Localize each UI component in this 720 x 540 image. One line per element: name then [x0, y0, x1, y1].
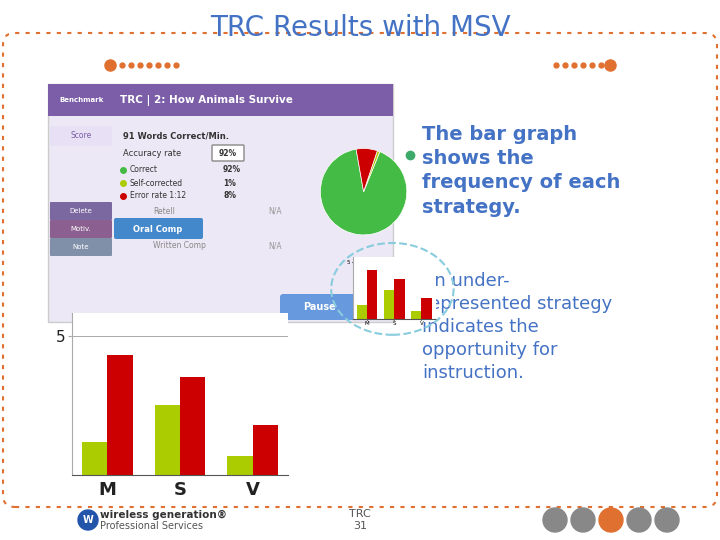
Text: Motiv.: Motiv.: [71, 226, 91, 232]
Text: TRC | 2: How Animals Survive: TRC | 2: How Animals Survive: [120, 94, 293, 105]
Circle shape: [78, 510, 98, 530]
FancyBboxPatch shape: [48, 84, 393, 322]
Wedge shape: [356, 148, 377, 192]
Text: Correct: Correct: [130, 165, 158, 174]
Text: Score: Score: [71, 132, 91, 140]
Text: Written Comp: Written Comp: [153, 241, 206, 251]
Bar: [356, 305, 367, 319]
FancyBboxPatch shape: [212, 145, 244, 161]
Bar: [395, 279, 405, 319]
Circle shape: [599, 508, 623, 532]
Bar: [82, 442, 107, 475]
Text: Error rate 1:12: Error rate 1:12: [130, 192, 186, 200]
Circle shape: [543, 508, 567, 532]
Text: TRC Results with MSV: TRC Results with MSV: [210, 14, 510, 42]
Text: N/A: N/A: [268, 241, 282, 251]
FancyBboxPatch shape: [50, 126, 112, 146]
FancyBboxPatch shape: [114, 218, 203, 239]
Text: wireless generation®: wireless generation®: [100, 510, 227, 520]
Bar: [155, 406, 180, 475]
FancyBboxPatch shape: [50, 238, 112, 256]
Bar: [384, 291, 395, 319]
Bar: [421, 298, 432, 319]
Bar: [180, 377, 205, 475]
Text: 92%: 92%: [223, 165, 241, 174]
Text: Retell: Retell: [153, 206, 175, 215]
Bar: [228, 456, 253, 475]
Text: 91 Words Correct/Min.: 91 Words Correct/Min.: [123, 132, 229, 140]
Text: Self-corrected: Self-corrected: [130, 179, 183, 187]
Text: TRC
31: TRC 31: [349, 509, 371, 531]
Circle shape: [627, 508, 651, 532]
Text: 1%: 1%: [223, 179, 236, 187]
Text: The bar graph
shows the
frequency of each
strategy.: The bar graph shows the frequency of eac…: [422, 125, 621, 217]
Bar: [411, 310, 421, 319]
FancyBboxPatch shape: [48, 84, 393, 116]
Text: Oral Comp: Oral Comp: [133, 225, 183, 233]
Text: An under-
represented strategy
indicates the
opportunity for
instruction.: An under- represented strategy indicates…: [422, 272, 612, 382]
FancyBboxPatch shape: [280, 294, 361, 320]
Wedge shape: [364, 151, 380, 192]
Text: 8%: 8%: [223, 192, 236, 200]
FancyBboxPatch shape: [50, 220, 112, 238]
Text: Accuracy rate: Accuracy rate: [123, 150, 181, 159]
FancyBboxPatch shape: [50, 202, 112, 220]
Text: Pause: Pause: [304, 302, 336, 312]
Bar: [253, 425, 278, 475]
Text: W: W: [83, 515, 94, 525]
Bar: [367, 270, 377, 319]
Bar: [107, 355, 132, 475]
Text: Professional Services: Professional Services: [100, 521, 203, 531]
Circle shape: [571, 508, 595, 532]
FancyBboxPatch shape: [3, 33, 717, 507]
Wedge shape: [320, 149, 407, 235]
Text: 92%: 92%: [219, 148, 237, 158]
Text: Delete: Delete: [70, 208, 92, 214]
Text: N/A: N/A: [268, 206, 282, 215]
Text: Benchmark: Benchmark: [60, 97, 104, 103]
Circle shape: [655, 508, 679, 532]
Text: Note: Note: [73, 244, 89, 250]
FancyBboxPatch shape: [49, 89, 115, 111]
